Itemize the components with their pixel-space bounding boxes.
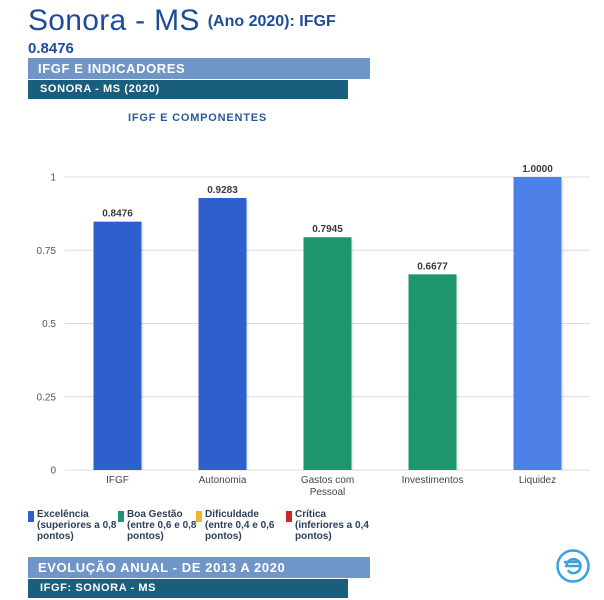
- bar: [408, 274, 457, 470]
- x-tick-label: Investimentos: [402, 475, 464, 486]
- legend-swatch: [118, 511, 124, 522]
- value-label: 1.0000: [522, 164, 553, 175]
- y-tick-label: 0.5: [42, 319, 56, 330]
- legend-name: Dificuldade: [205, 509, 259, 520]
- page-title-main: Sonora - MS: [28, 4, 200, 37]
- bar: [198, 198, 247, 470]
- y-tick-label: 0.75: [37, 246, 57, 257]
- x-tick-label: IFGF: [106, 475, 129, 486]
- bar: [513, 177, 562, 470]
- section-band-indicadores: IFGF E INDICADORES: [28, 58, 370, 79]
- e-logo-icon: [556, 549, 590, 583]
- x-tick-label: Gastos com Pessoal: [301, 475, 354, 498]
- section-band-evolucao: EVOLUÇÃO ANUAL - DE 2013 A 2020: [28, 557, 370, 578]
- section-subband-city: SONORA - MS (2020): [28, 80, 348, 99]
- legend-name: Boa Gestão: [127, 509, 183, 520]
- legend-description: (entre 0,4 e 0,6 pontos): [205, 520, 275, 542]
- legend-description: (inferiores a 0,4 pontos): [295, 520, 369, 542]
- chart-y-axis: 0 0.25 0.5 0.75 1: [37, 173, 57, 477]
- y-tick-label: 0: [50, 466, 56, 477]
- ifgf-value: 0.8476: [28, 40, 74, 57]
- legend-description: (superiores a 0,8 pontos): [37, 520, 117, 542]
- value-label: 0.9283: [207, 185, 238, 196]
- legend-swatch: [196, 511, 202, 522]
- value-label: 0.6677: [417, 261, 448, 272]
- chart-value-labels: 0.8476 0.9283 0.7945 0.6677 1.0000: [102, 164, 553, 272]
- chart-bars: [93, 177, 564, 470]
- legend-swatch: [286, 511, 292, 522]
- bar: [303, 237, 352, 470]
- bar: [93, 221, 142, 470]
- value-label: 0.8476: [102, 209, 133, 220]
- chart-title: IFGF E COMPONENTES: [128, 112, 268, 124]
- legend-swatch: [28, 511, 34, 522]
- value-label: 0.7945: [312, 224, 343, 235]
- legend-description: (entre 0,6 e 0,8 pontos): [127, 520, 197, 542]
- x-tick-label: Autonomia: [199, 475, 247, 486]
- y-tick-label: 1: [50, 173, 56, 184]
- legend-name: Crítica: [295, 509, 327, 520]
- chart-x-axis: IFGF Autonomia Gastos com Pessoal Investimen…: [106, 475, 556, 498]
- page-title-subtitle: (Ano 2020): IFGF: [207, 13, 336, 30]
- page-title: Sonora - MS (Ano 2020): IFGF: [28, 4, 336, 38]
- legend-name: Excelência: [37, 509, 89, 520]
- bar-chart: 0 0.25 0.5 0.75 1 0.8476 0.9283 0.7945 0.6677 1.…: [37, 164, 590, 498]
- section-subband-ifgf: IFGF: SONORA - MS: [28, 579, 348, 598]
- y-tick-label: 0.25: [37, 392, 57, 403]
- x-tick-label: Liquidez: [519, 475, 556, 486]
